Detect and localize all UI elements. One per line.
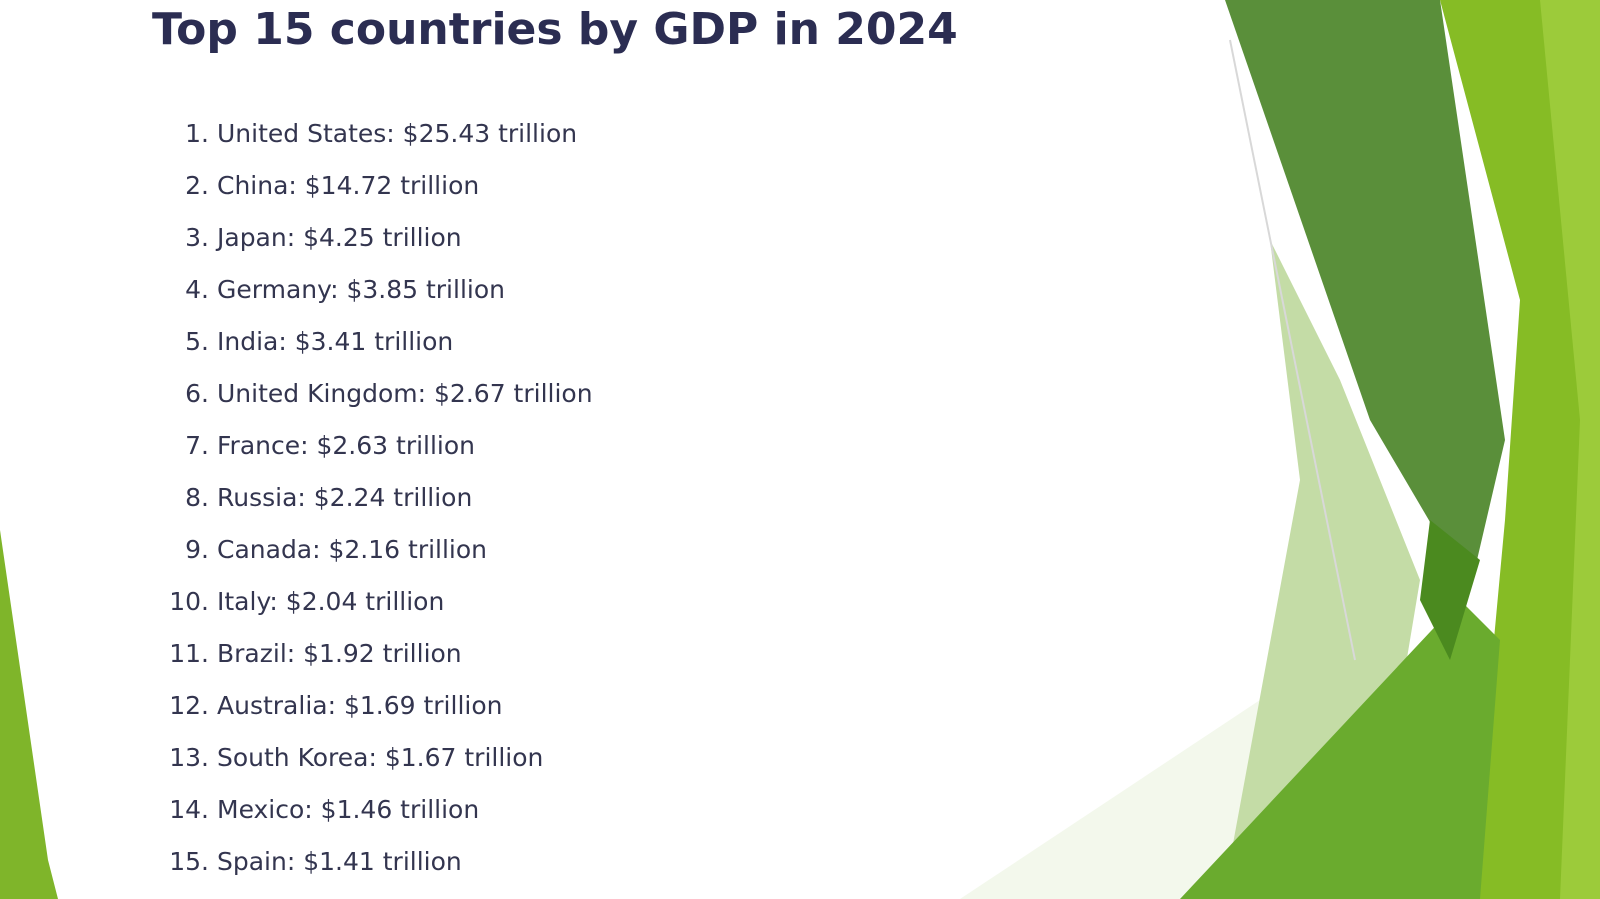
- list-item-number: 13.: [169, 743, 209, 772]
- list-item-text: Australia: $1.69 trillion: [217, 691, 503, 720]
- bright-green-band: [1440, 0, 1600, 899]
- list-item-text: China: $14.72 trillion: [217, 171, 480, 200]
- thin-outline-line: [1229, 39, 1356, 661]
- list-item-text: Japan: $4.25 trillion: [217, 223, 462, 252]
- list-item-text: Germany: $3.85 trillion: [217, 275, 505, 304]
- list-item-text: Canada: $2.16 trillion: [217, 535, 488, 564]
- deep-green-accent: [1420, 520, 1480, 660]
- list-item-text: France: $2.63 trillion: [217, 431, 476, 460]
- dark-green-band: [1225, 0, 1505, 590]
- list-item-number: 6.: [185, 379, 209, 408]
- list-item-number: 7.: [185, 431, 209, 460]
- list-item-text: United States: $25.43 trillion: [217, 119, 578, 148]
- list-item-number: 9.: [185, 535, 209, 564]
- list-item-text: Mexico: $1.46 trillion: [217, 795, 480, 824]
- list-item-text: Brazil: $1.92 trillion: [217, 639, 462, 668]
- bright-green-strip: [1540, 0, 1600, 899]
- list-item-number: 14.: [169, 795, 209, 824]
- list-item-number: 4.: [185, 275, 209, 304]
- list-item-number: 12.: [169, 691, 209, 720]
- list-item-text: United Kingdom: $2.67 trillion: [217, 379, 593, 408]
- list-item-number: 3.: [185, 223, 209, 252]
- list-item-text: Russia: $2.24 trillion: [217, 483, 473, 512]
- list-item-number: 8.: [185, 483, 209, 512]
- list-item-text: India: $3.41 trillion: [217, 327, 454, 356]
- list-item-text: South Korea: $1.67 trillion: [217, 743, 544, 772]
- list-item-text: Spain: $1.41 trillion: [217, 847, 462, 876]
- list-item-number: 2.: [185, 171, 209, 200]
- list-item-number: 10.: [169, 587, 209, 616]
- list-item-number: 1.: [185, 119, 209, 148]
- page-title: Top 15 countries by GDP in 2024: [152, 4, 958, 55]
- list-item-number: 11.: [169, 639, 209, 668]
- list-item-number: 15.: [169, 847, 209, 876]
- list-item-number: 5.: [185, 327, 209, 356]
- mid-green-facet: [1180, 600, 1500, 899]
- left-green-sliver: [0, 530, 58, 899]
- list-item-text: Italy: $2.04 trillion: [217, 587, 445, 616]
